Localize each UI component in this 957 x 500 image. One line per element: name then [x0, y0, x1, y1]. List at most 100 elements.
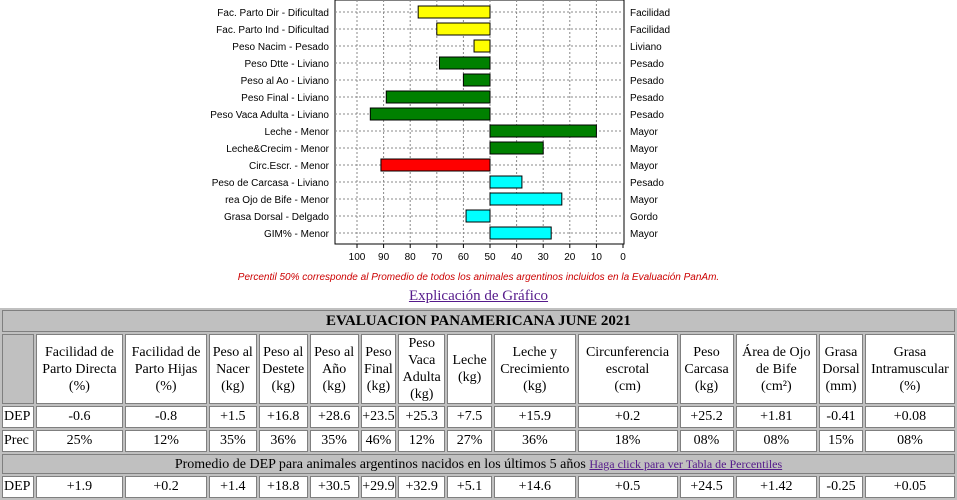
- column-header: Leche y Crecimiento (kg): [494, 334, 576, 404]
- column-header: Circunferencia escrotal (cm): [577, 334, 678, 404]
- column-header-line: (kg): [457, 370, 482, 385]
- column-header-line: (%): [68, 378, 90, 394]
- table-title: EVALUACION PANAMERICANA JUNE 2021: [2, 310, 955, 332]
- dep-value-cell: +25.2: [679, 406, 734, 428]
- avg-dep-value-cell: +30.5: [309, 476, 359, 498]
- prec-value-cell: 46%: [360, 430, 397, 452]
- bar-left-label: GIM% - Menor: [264, 229, 330, 240]
- bar-left-label: Leche&Crecim - Menor: [226, 144, 329, 155]
- bar-right-label: Mayor: [630, 144, 658, 155]
- column-header-line: Peso: [693, 344, 720, 360]
- prec-value-cell: 35%: [309, 430, 359, 452]
- bar-left-label: Fac. Parto Ind - Dificultad: [216, 25, 329, 36]
- bar-left-label: Peso Dtte - Liviano: [245, 59, 330, 70]
- bar: [385, 90, 491, 104]
- column-header: Facilidad de Parto Hijas (%): [125, 334, 207, 404]
- promedio-text: Promedio de DEP para animales argentinos…: [174, 456, 586, 472]
- column-header-line: (kg): [221, 378, 245, 394]
- dep-value-cell: +1.5: [208, 406, 257, 428]
- avg-dep-value-cell: +14.6: [494, 476, 576, 498]
- bar: [380, 158, 491, 172]
- explain-chart-link[interactable]: Explicación de Gráfico: [408, 288, 549, 304]
- bar: [462, 73, 491, 87]
- dep-value-cell: +7.5: [447, 406, 493, 428]
- x-tick-label: 80: [405, 252, 417, 263]
- bar: [489, 175, 523, 189]
- x-tick-label: 30: [538, 252, 550, 263]
- column-header-line: Grasa: [824, 344, 858, 360]
- promedio-row: Promedio de DEP para animales argentinos…: [2, 454, 955, 474]
- bar-left-label: rea Ojo de Bife - Menor: [225, 195, 330, 206]
- column-header-line: Adulta: [402, 370, 441, 385]
- column-header: Peso Carcasa (kg): [679, 334, 734, 404]
- bar-left-label: Circ.Escr. - Menor: [249, 161, 330, 172]
- column-header-line: (mm): [825, 378, 857, 394]
- bar: [473, 39, 491, 53]
- prec-value-cell: 25%: [35, 430, 124, 452]
- x-tick-label: 70: [431, 252, 443, 263]
- column-header-line: (cm): [614, 378, 641, 394]
- column-header-line: Nacer: [216, 361, 250, 377]
- column-header-line: Intramuscular: [871, 361, 949, 377]
- column-header: Peso Final (kg): [360, 334, 397, 404]
- bar: [369, 107, 491, 121]
- column-header: Peso al Año (kg): [309, 334, 359, 404]
- bar-left-label: Leche - Menor: [265, 127, 330, 138]
- column-header-line: (%): [155, 378, 177, 394]
- avg-dep-value-cell: +32.9: [398, 476, 446, 498]
- dep-value-cell: -0.6: [35, 406, 124, 428]
- avg-dep-value-cell: +1.42: [735, 476, 818, 498]
- header-corner: [2, 334, 34, 404]
- column-header: Peso al Nacer (kg): [208, 334, 257, 404]
- table-row-prec: Prec 25% 12% 35% 36% 35% 46% 12% 27% 36% 18% 08% 08…: [2, 430, 955, 452]
- prec-value-cell: 15%: [819, 430, 863, 452]
- bar-right-label: Pesado: [630, 178, 664, 189]
- bar-right-label: Mayor: [630, 195, 658, 206]
- column-header-line: (kg): [523, 378, 547, 394]
- column-header-line: Circunferencia: [585, 344, 670, 360]
- column-header-line: Área de Ojo: [742, 344, 811, 360]
- x-tick-label: 50: [484, 252, 496, 263]
- x-tick-label: 100: [349, 252, 366, 263]
- column-header: Grasa Dorsal (mm): [819, 334, 863, 404]
- dep-value-cell: -0.8: [125, 406, 207, 428]
- bar-right-label: Pesado: [630, 93, 664, 104]
- prec-value-cell: 36%: [494, 430, 576, 452]
- bar-left-label: Peso Final - Liviano: [241, 93, 329, 104]
- prec-value-cell: 12%: [125, 430, 207, 452]
- dep-value-cell: -0.41: [819, 406, 863, 428]
- column-header-line: (kg): [322, 378, 346, 394]
- plot-frame: [334, 0, 625, 245]
- dep-value-cell: +15.9: [494, 406, 576, 428]
- avg-dep-value-cell: +5.1: [447, 476, 493, 498]
- column-header-line: (kg): [410, 387, 434, 402]
- prec-value-cell: 27%: [447, 430, 493, 452]
- column-header: Facilidad de Parto Directa (%): [35, 334, 124, 404]
- bar-left-label: Peso Vaca Adulta - Liviano: [210, 110, 329, 121]
- avg-dep-value-cell: +29.9: [360, 476, 397, 498]
- column-header-line: Facilidad de: [45, 344, 114, 360]
- bar: [436, 22, 491, 36]
- avg-dep-value-cell: -0.25: [819, 476, 863, 498]
- bar-right-label: Facilidad: [630, 25, 670, 36]
- bar-right-label: Mayor: [630, 161, 658, 172]
- bar-right-label: Facilidad: [630, 8, 670, 19]
- column-header-line: (%): [899, 378, 921, 394]
- chart-bars: [369, 5, 597, 240]
- column-header-line: Año: [322, 361, 347, 377]
- bar-right-label: Mayor: [630, 229, 658, 240]
- bar-right-label: Gordo: [630, 212, 658, 223]
- dep-value-cell: +16.8: [258, 406, 308, 428]
- column-header-line: Final: [364, 361, 393, 377]
- bar-right-label: Pesado: [630, 110, 664, 121]
- bar-right-label: Pesado: [630, 76, 664, 87]
- table-row-dep: DEP -0.6 -0.8 +1.5 +16.8 +28.6 +23.5 +25.3 +7.5…: [2, 406, 955, 428]
- column-header-line: Parto Directa: [42, 361, 117, 377]
- column-header-line: Peso al: [314, 344, 355, 360]
- avg-dep-value-cell: +1.4: [208, 476, 257, 498]
- column-header-line: escrotal: [605, 361, 650, 377]
- row-label-prec: Prec: [2, 430, 34, 452]
- percentile-table-link[interactable]: Haga click para ver Tabla de Percentiles: [589, 456, 783, 471]
- column-header-line: Carcasa: [684, 361, 729, 377]
